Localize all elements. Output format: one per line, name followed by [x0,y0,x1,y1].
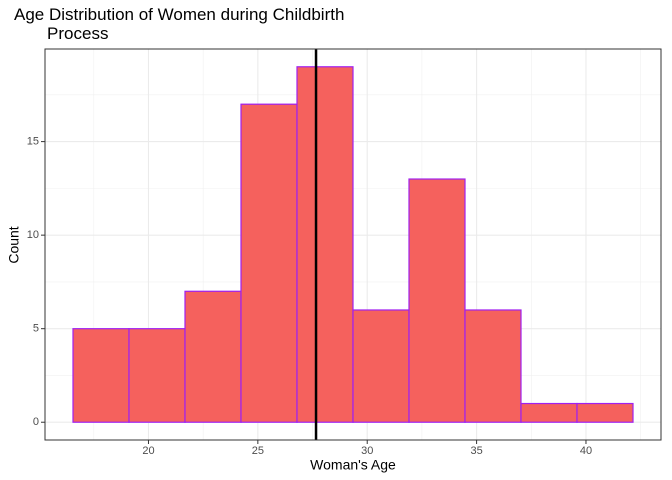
bar [408,178,466,423]
x-axis-title: Woman's Age [310,457,396,473]
bar [240,103,298,423]
y-tick-label: 15 [27,136,39,148]
y-tick-label: 10 [27,229,39,241]
bar [128,328,186,423]
bar [72,328,130,423]
x-tick-label: 20 [142,445,154,457]
x-tick-label: 40 [580,445,592,457]
y-axis-title: Count [6,226,22,263]
bar [520,402,578,423]
bar [184,290,242,423]
x-tick-label: 35 [470,445,482,457]
bar [576,402,634,423]
panel-border [44,48,662,441]
x-tick-label: 25 [252,445,264,457]
bar [296,66,354,423]
y-tick-label: 0 [33,416,39,428]
bar [464,309,522,423]
chart-title: Age Distribution of Women during Childbi… [14,5,345,43]
y-tick-label: 5 [33,323,39,335]
bar [352,309,410,423]
x-tick-label: 30 [361,445,373,457]
